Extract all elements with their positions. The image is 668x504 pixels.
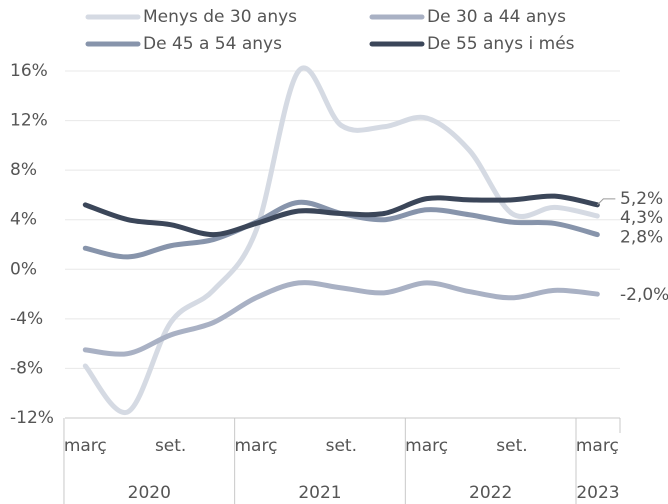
y-tick-label: -12% (10, 408, 54, 428)
y-tick-label: -4% (10, 309, 43, 329)
x-tick-label: març (576, 436, 619, 456)
y-tick-label: 0% (10, 259, 37, 279)
data-label: -2,0% (620, 285, 668, 305)
series-line (82, 193, 600, 238)
series-line (82, 65, 600, 415)
legend-label: Menys de 30 anys (143, 7, 297, 27)
year-label: 2020 (128, 483, 171, 503)
x-tick-label: set. (155, 436, 186, 456)
year-label: 2023 (576, 483, 619, 503)
year-label: 2022 (469, 483, 512, 503)
x-tick-label: març (405, 436, 448, 456)
series-line (82, 199, 600, 260)
x-tick-label: set. (326, 436, 357, 456)
y-tick-label: 12% (10, 111, 48, 131)
data-label: 5,2% (620, 189, 663, 209)
series-line (82, 280, 600, 357)
data-label: 2,8% (620, 228, 663, 248)
data-label: 4,3% (620, 208, 663, 228)
leader-line (596, 198, 616, 206)
y-tick-label: 4% (10, 210, 37, 230)
y-tick-label: 16% (10, 61, 48, 81)
legend-label: De 30 a 44 anys (427, 7, 566, 27)
y-tick-label: -8% (10, 358, 43, 378)
x-tick-label: set. (496, 436, 527, 456)
year-label: 2021 (298, 483, 341, 503)
y-tick-label: 8% (10, 160, 37, 180)
x-tick-label: març (235, 436, 278, 456)
legend-label: De 55 anys i més (427, 34, 575, 54)
legend-label: De 45 a 54 anys (143, 34, 282, 54)
x-tick-label: març (64, 436, 107, 456)
